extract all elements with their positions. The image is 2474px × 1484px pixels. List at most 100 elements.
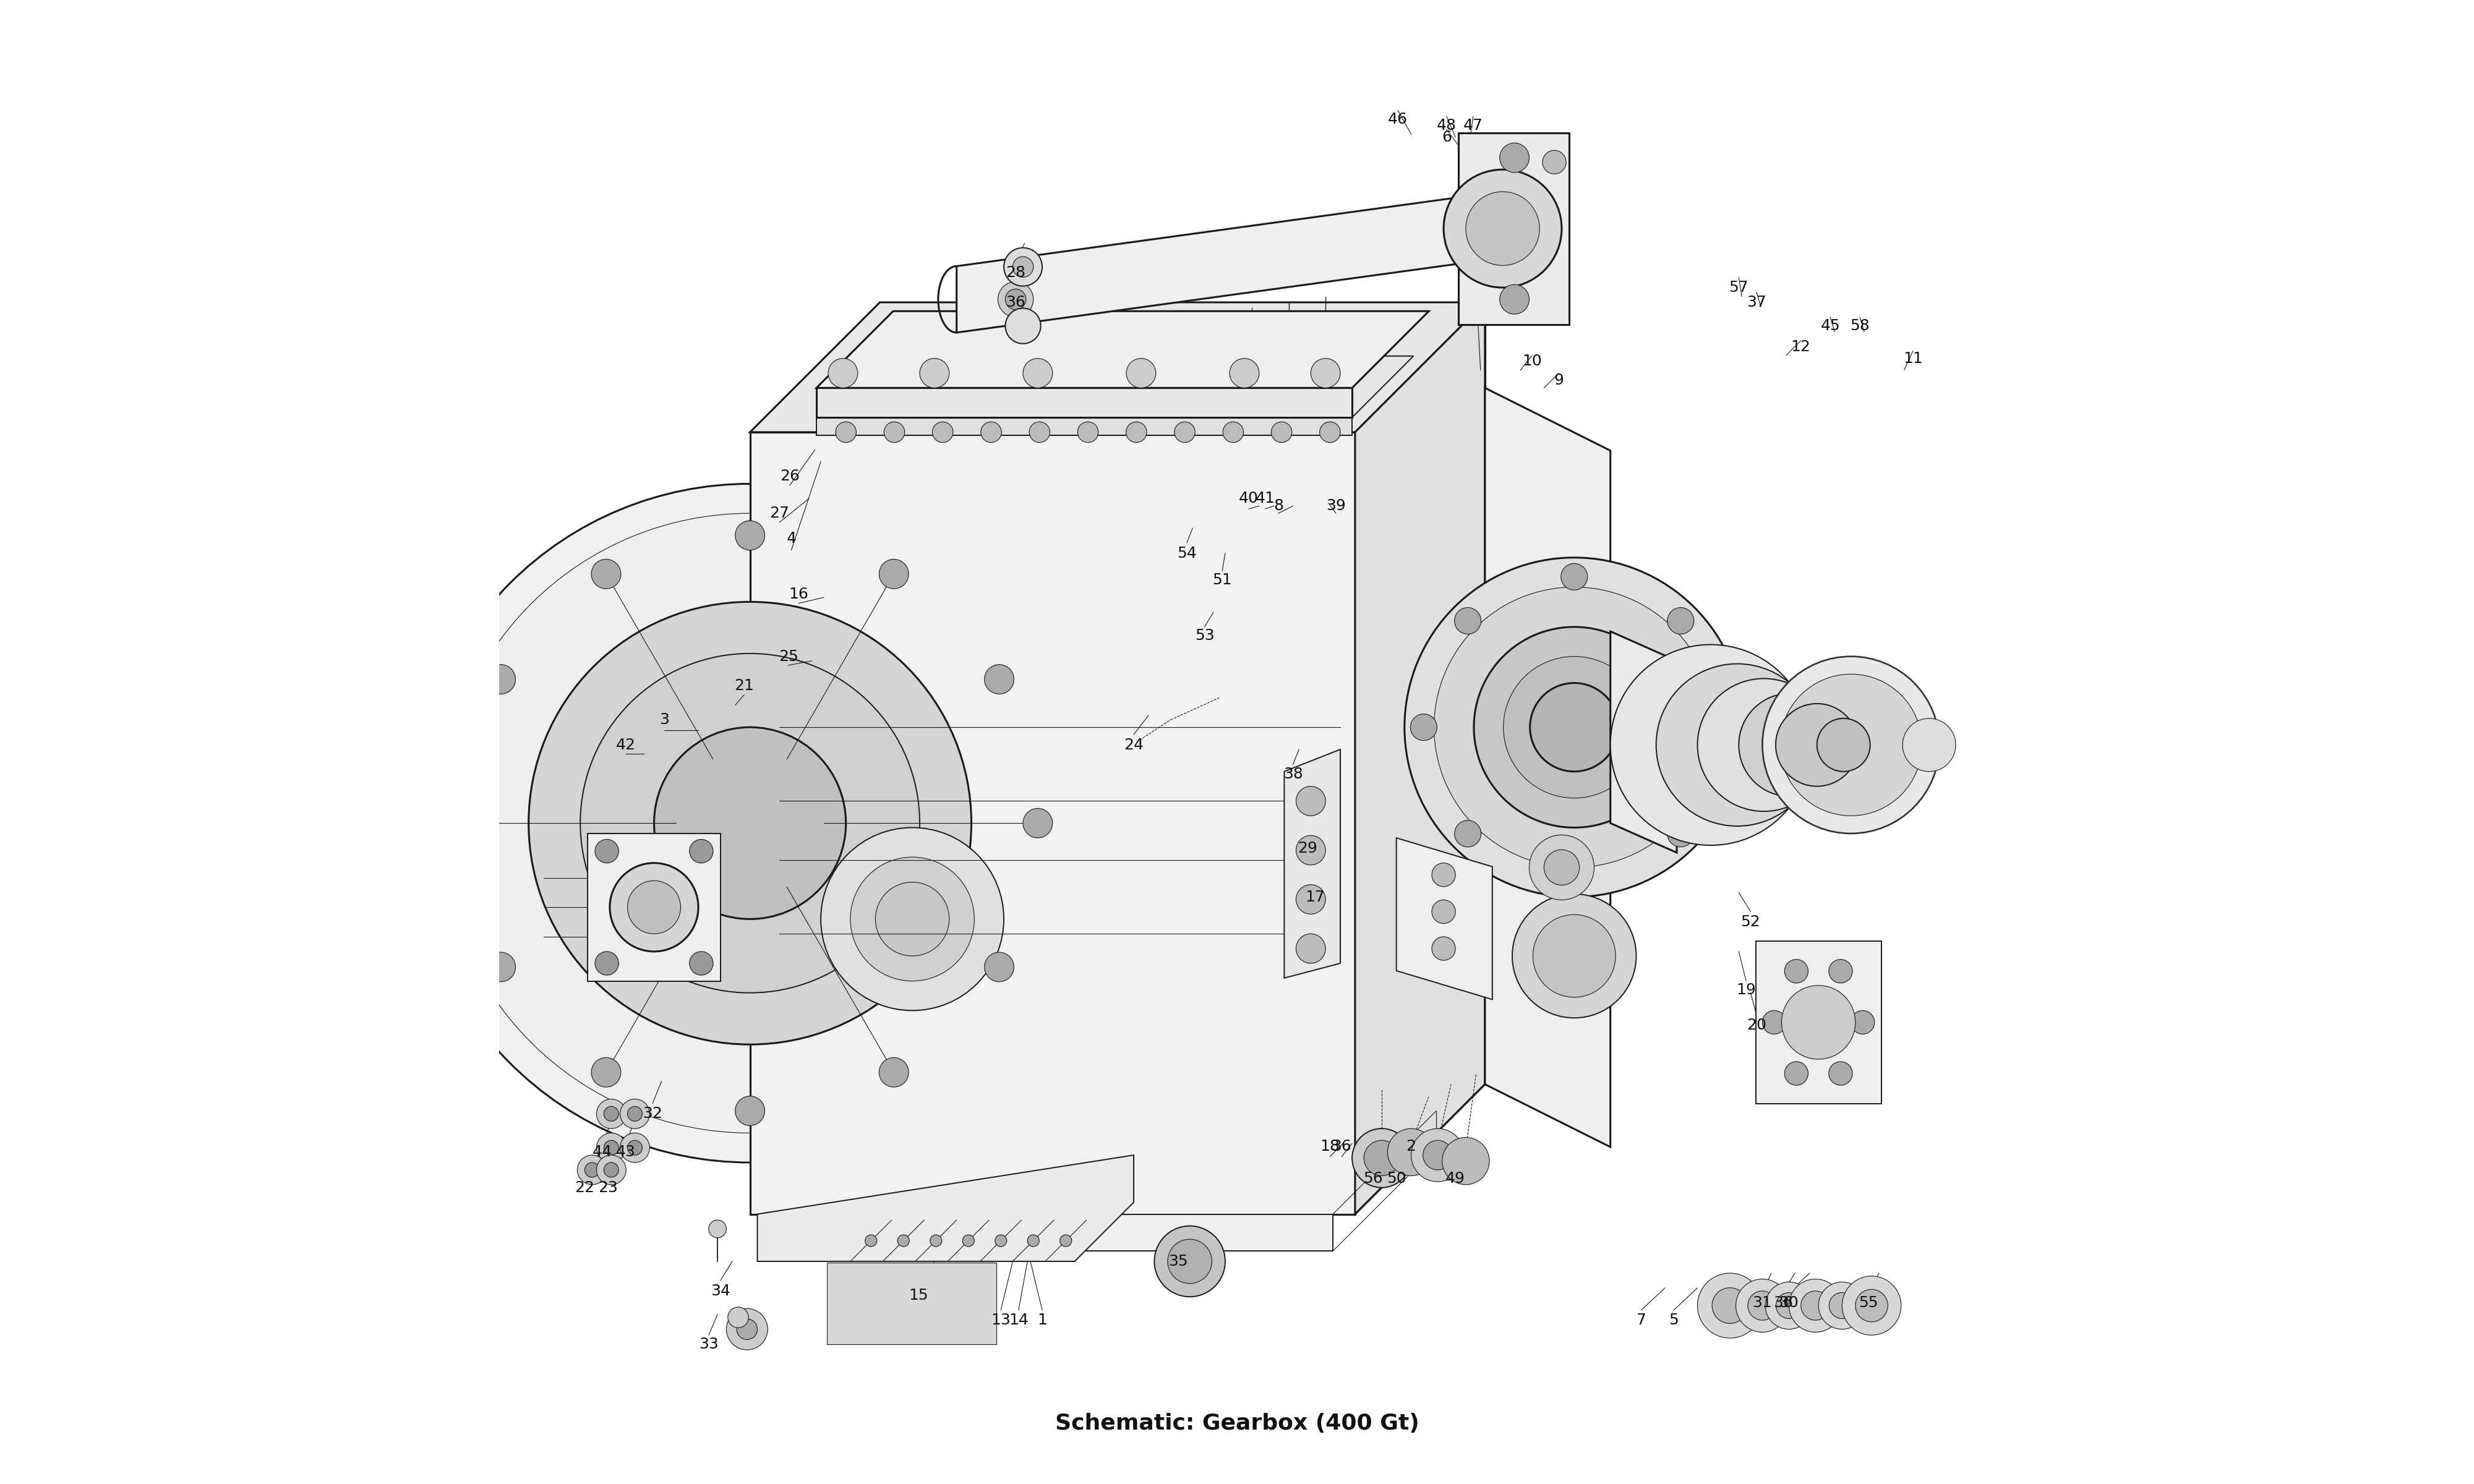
Text: 2: 2 [1405, 1138, 1415, 1153]
Circle shape [1455, 821, 1482, 847]
Circle shape [653, 727, 846, 919]
Circle shape [1655, 663, 1818, 827]
Circle shape [985, 953, 1014, 982]
Circle shape [1611, 644, 1811, 846]
Circle shape [411, 484, 1089, 1162]
Circle shape [628, 1107, 643, 1122]
Polygon shape [1356, 303, 1484, 1214]
Circle shape [1353, 1128, 1410, 1187]
Text: 38: 38 [1284, 767, 1304, 782]
Text: 51: 51 [1212, 573, 1232, 588]
Circle shape [866, 1235, 876, 1247]
Text: 10: 10 [1522, 353, 1541, 368]
Text: 58: 58 [1851, 319, 1870, 334]
Text: 39: 39 [1326, 499, 1346, 513]
Text: 52: 52 [1742, 914, 1761, 929]
Circle shape [581, 653, 920, 993]
Circle shape [727, 1307, 750, 1328]
Circle shape [1004, 309, 1042, 344]
Text: 55: 55 [1858, 1296, 1878, 1310]
Circle shape [876, 881, 950, 956]
Polygon shape [757, 1214, 1333, 1251]
Text: 24: 24 [1123, 738, 1143, 752]
Text: 41: 41 [1254, 491, 1274, 506]
Circle shape [1024, 809, 1051, 838]
Circle shape [1435, 588, 1714, 868]
Text: 12: 12 [1791, 340, 1811, 355]
Circle shape [1818, 1282, 1865, 1330]
Text: 13: 13 [992, 1313, 1012, 1328]
Circle shape [604, 1162, 618, 1177]
Text: 1: 1 [1037, 1313, 1047, 1328]
Circle shape [448, 809, 477, 838]
Circle shape [1843, 1276, 1900, 1336]
Text: 50: 50 [1385, 1171, 1405, 1186]
Text: 22: 22 [574, 1180, 594, 1195]
Circle shape [1027, 1235, 1039, 1247]
Text: 3: 3 [661, 712, 670, 727]
Polygon shape [816, 417, 1353, 435]
Circle shape [584, 1162, 599, 1177]
Circle shape [735, 1097, 764, 1125]
Circle shape [878, 1058, 908, 1088]
Circle shape [1465, 191, 1539, 266]
Polygon shape [1395, 838, 1492, 999]
Circle shape [1222, 421, 1244, 442]
Circle shape [836, 421, 856, 442]
Circle shape [1761, 656, 1940, 834]
Text: 5: 5 [1670, 1313, 1680, 1328]
Circle shape [604, 1107, 618, 1122]
Circle shape [1667, 821, 1695, 847]
Circle shape [1410, 1128, 1465, 1181]
Circle shape [596, 1100, 626, 1128]
Text: 27: 27 [769, 506, 789, 521]
Circle shape [727, 1309, 767, 1350]
Circle shape [1004, 289, 1027, 310]
Circle shape [1445, 169, 1561, 288]
Text: 11: 11 [1903, 352, 1922, 367]
Circle shape [621, 1132, 651, 1162]
Circle shape [1828, 960, 1853, 982]
Text: 14: 14 [1009, 1313, 1029, 1328]
Circle shape [596, 951, 618, 975]
Circle shape [1499, 285, 1529, 315]
Circle shape [985, 665, 1014, 695]
Text: 43: 43 [616, 1144, 636, 1159]
Text: 32: 32 [643, 1107, 663, 1122]
Text: 20: 20 [1747, 1018, 1766, 1033]
Circle shape [1712, 1288, 1747, 1324]
Polygon shape [816, 356, 1413, 417]
Circle shape [1499, 142, 1529, 172]
Circle shape [821, 828, 1004, 1011]
Circle shape [1432, 936, 1455, 960]
Text: 42: 42 [616, 738, 636, 752]
Circle shape [878, 559, 908, 589]
Circle shape [829, 359, 858, 387]
Text: 36: 36 [1331, 1138, 1351, 1153]
Circle shape [440, 513, 1059, 1132]
Circle shape [1781, 985, 1856, 1060]
Circle shape [1155, 1226, 1225, 1297]
Text: 37: 37 [1747, 295, 1766, 310]
Circle shape [1455, 607, 1482, 634]
Circle shape [1903, 718, 1957, 772]
Circle shape [1561, 865, 1588, 890]
Circle shape [485, 665, 515, 695]
Text: 15: 15 [908, 1288, 928, 1303]
Circle shape [1529, 683, 1618, 772]
Text: 40: 40 [1239, 491, 1259, 506]
Circle shape [690, 840, 713, 864]
Circle shape [1776, 703, 1858, 787]
Text: 49: 49 [1445, 1171, 1465, 1186]
Circle shape [1405, 558, 1744, 896]
Circle shape [1828, 1293, 1856, 1319]
Circle shape [1024, 359, 1051, 387]
Circle shape [708, 1220, 727, 1238]
Text: 8: 8 [1274, 499, 1284, 513]
Circle shape [1296, 884, 1326, 914]
Circle shape [596, 840, 618, 864]
Circle shape [735, 521, 764, 551]
Text: 54: 54 [1178, 546, 1197, 561]
Circle shape [591, 559, 621, 589]
Circle shape [1776, 1293, 1801, 1319]
